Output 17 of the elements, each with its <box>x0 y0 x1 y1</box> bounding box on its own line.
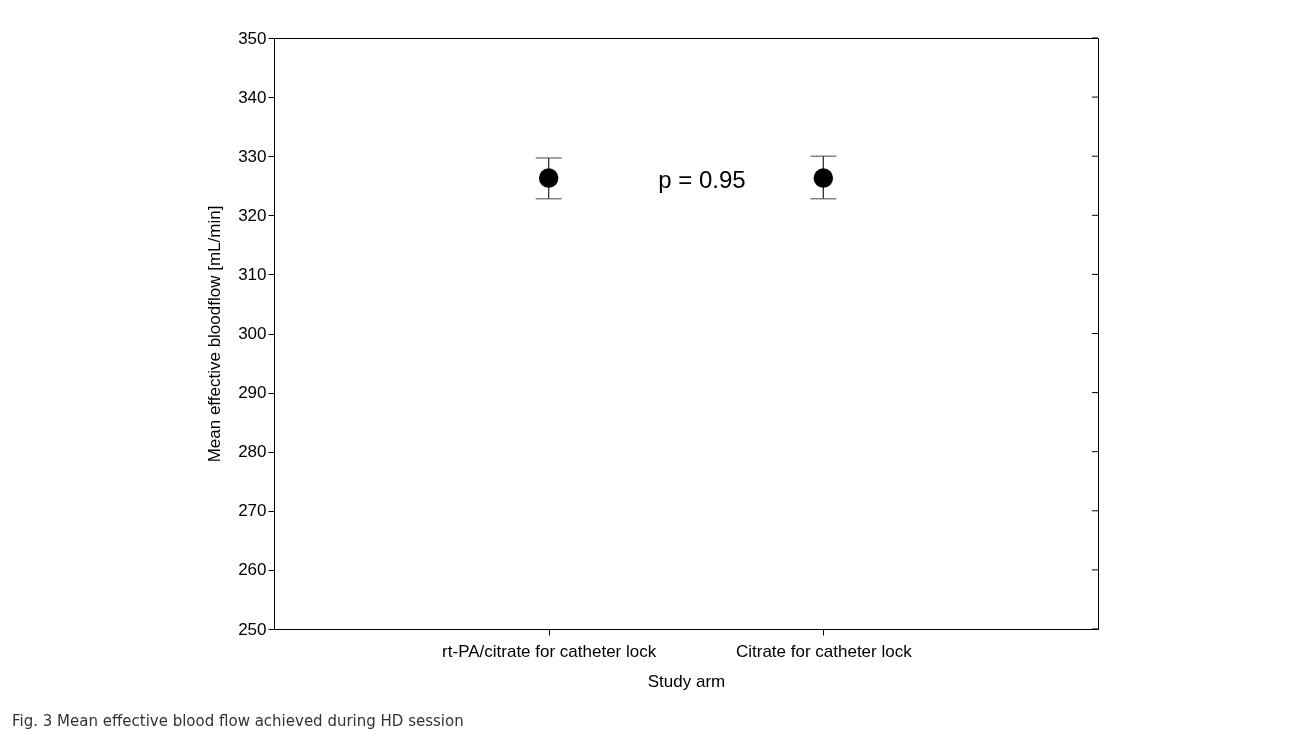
y-tick-label: 280 <box>238 442 267 462</box>
y-tick-label: 350 <box>238 28 267 48</box>
y-tick-label: 290 <box>238 383 267 403</box>
y-tick-label: 300 <box>238 324 267 343</box>
x-tick-label: rt-PA/citrate for catheter lock <box>442 641 657 661</box>
y-tick-label: 310 <box>238 264 267 284</box>
y-axis-title: Mean effective bloodflow [mL/min] <box>205 205 225 463</box>
x-tick-label: Citrate for catheter lock <box>735 641 913 661</box>
y-tick-label: 320 <box>238 205 267 225</box>
y-tick-label: 260 <box>238 560 267 580</box>
y-tick-label: 270 <box>238 501 267 521</box>
y-tick-label: 330 <box>238 146 267 166</box>
y-tick-label: 340 <box>238 87 267 107</box>
annotation: p = 0.95 <box>658 166 746 193</box>
y-tick-label: 250 <box>238 619 267 639</box>
x-axis-title: Study arm <box>647 671 726 691</box>
caption: Fig. 3 Mean effective blood flow achieved during HD session <box>12 712 464 730</box>
